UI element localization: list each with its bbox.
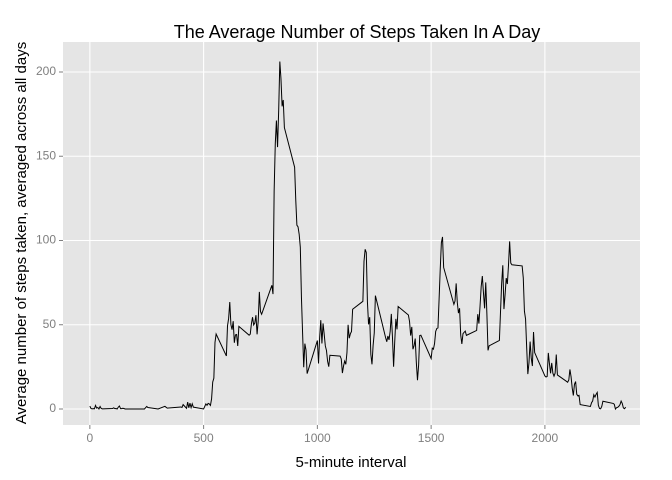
x-tick-label: 2000 — [532, 431, 559, 445]
x-tick-label: 0 — [87, 431, 94, 445]
y-axis-title: Average number of steps taken, averaged … — [13, 42, 30, 424]
x-axis-title: 5-minute interval — [296, 454, 407, 471]
y-tick-label: 100 — [36, 233, 56, 247]
data-line — [89, 61, 627, 411]
x-tick-label: 1500 — [418, 431, 445, 445]
chart-title: The Average Number of Steps Taken In A D… — [174, 22, 541, 42]
y-tick-label: 50 — [43, 317, 57, 331]
x-tick-label: 1000 — [304, 431, 331, 445]
y-tick-label: 0 — [49, 401, 56, 415]
y-tick-label: 150 — [36, 148, 56, 162]
plot-panel — [63, 42, 640, 425]
y-tick-label: 200 — [36, 64, 56, 78]
x-tick-label: 500 — [194, 431, 214, 445]
